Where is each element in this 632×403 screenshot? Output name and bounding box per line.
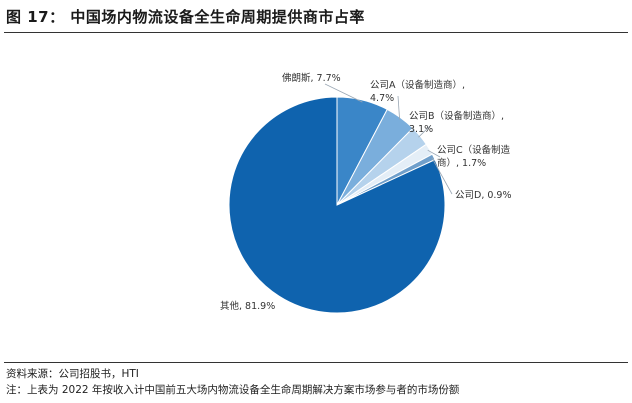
slice-label-4: 公司D, 0.9% xyxy=(455,190,512,201)
source-note: 资料来源：公司招股书，HTI xyxy=(6,368,139,380)
slice-label-0: 佛朗斯, 7.7% xyxy=(282,72,341,84)
pie-chart: 佛朗斯, 7.7% 公司A（设备制造商）, 4.7% 公司B（设备制造商）, 3.1% 公… xyxy=(220,72,512,314)
slice-label-2: 公司B（设备制造商）, 3.1% xyxy=(409,110,504,135)
leader-line-0 xyxy=(324,83,363,103)
pie-slice-5 xyxy=(228,96,446,314)
leader-line-4 xyxy=(431,157,453,195)
title-rule xyxy=(4,32,628,33)
leader-line-1 xyxy=(397,95,400,120)
slice-label-1: 公司A（设备制造商）, 4.7% xyxy=(370,79,465,104)
slice-label-5: 其他, 81.9% xyxy=(220,300,275,312)
footer-rule xyxy=(4,362,628,363)
figure-title: 图 17： 中国场内物流设备全生命周期提供商市占率 xyxy=(6,8,365,26)
slice-label-3: 公司C（设备制造商）, 1.7% xyxy=(437,144,511,169)
leader-line-3 xyxy=(427,149,441,158)
footnote: 注：上表为 2022 年按收入计中国前五大场内物流设备全生命周期解决方案市场参与… xyxy=(6,384,460,396)
leader-line-2 xyxy=(418,125,431,138)
